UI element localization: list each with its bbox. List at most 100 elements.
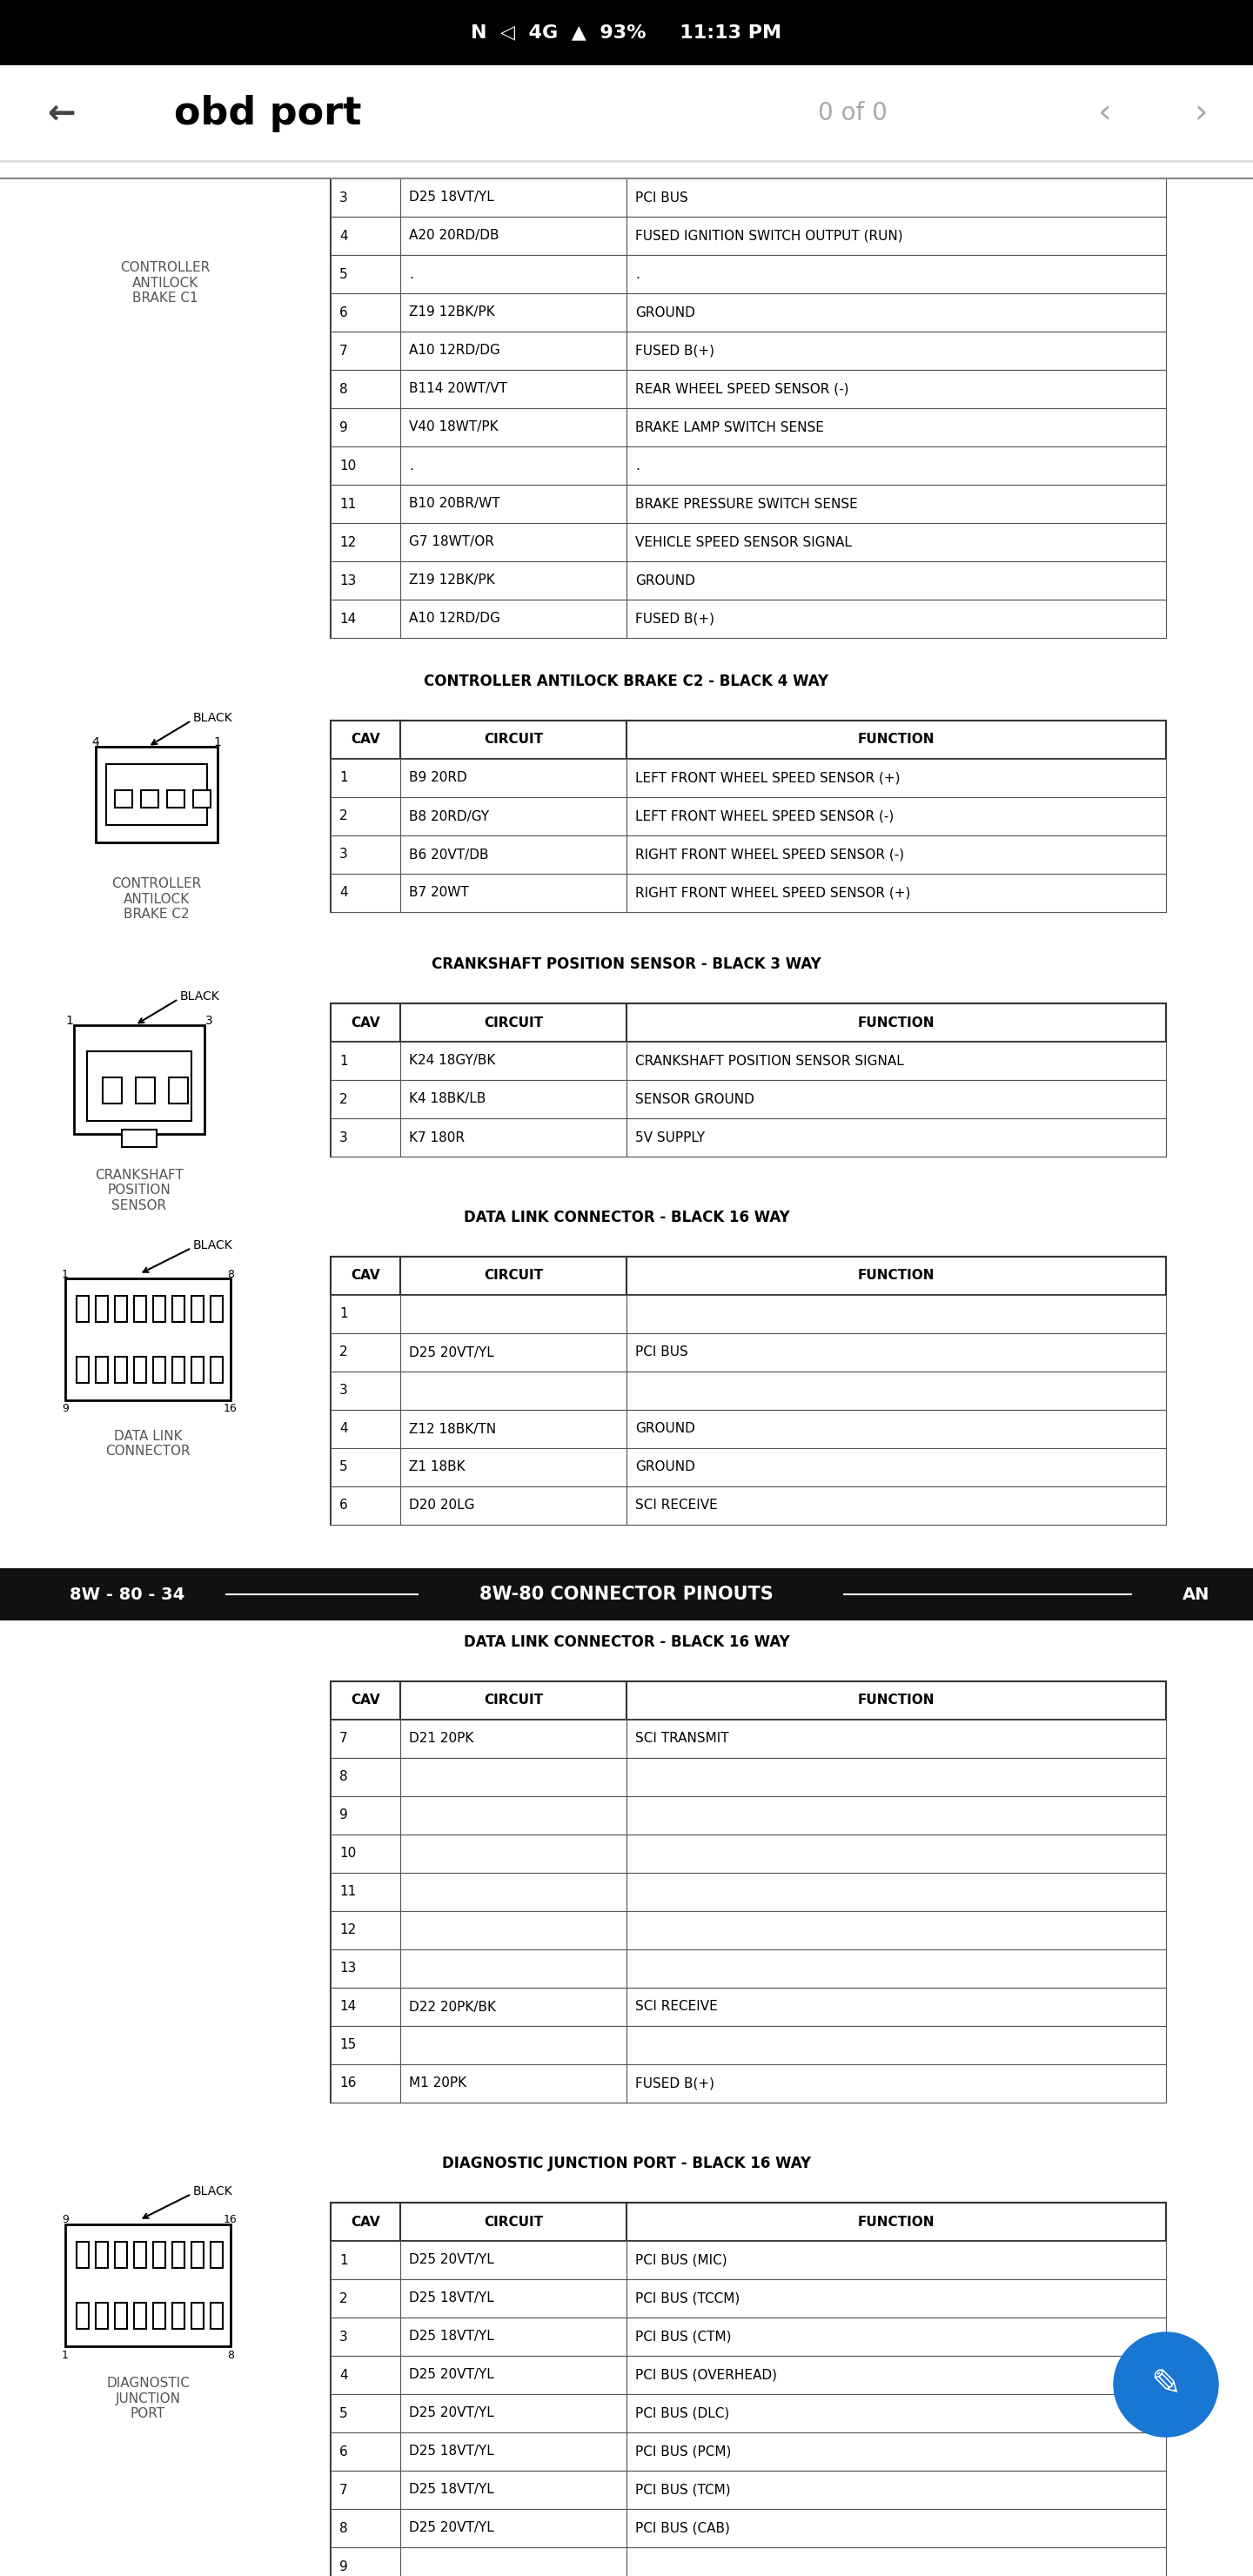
Bar xyxy=(400,1873,626,1911)
Bar xyxy=(331,294,400,332)
Bar xyxy=(122,1131,157,1146)
Bar xyxy=(626,1721,1167,1757)
Bar xyxy=(331,2318,400,2357)
Text: CRANKSHAFT POSITION SENSOR SIGNAL: CRANKSHAFT POSITION SENSOR SIGNAL xyxy=(635,1054,903,1066)
Bar xyxy=(211,2241,223,2267)
Text: CIRCUIT: CIRCUIT xyxy=(484,1270,543,1283)
Text: BLACK: BLACK xyxy=(193,1239,233,1252)
Bar xyxy=(211,1358,223,1383)
Bar xyxy=(626,1682,1167,1721)
Bar xyxy=(626,873,1167,912)
Text: CIRCUIT: CIRCUIT xyxy=(484,1695,543,1708)
Text: A10 12RD/DG: A10 12RD/DG xyxy=(408,345,500,358)
Bar xyxy=(153,2241,165,2267)
Bar xyxy=(400,332,626,371)
Bar xyxy=(140,791,158,809)
Bar xyxy=(331,1296,400,1334)
Bar xyxy=(626,1409,1167,1448)
Bar xyxy=(400,2280,626,2318)
Circle shape xyxy=(1114,2331,1218,2437)
Bar xyxy=(400,1448,626,1486)
Bar xyxy=(331,2063,400,2102)
Text: PCI BUS (MIC): PCI BUS (MIC) xyxy=(635,2254,727,2267)
Bar xyxy=(331,1950,400,1989)
Text: D20 20LG: D20 20LG xyxy=(408,1499,475,1512)
Bar xyxy=(331,2025,400,2063)
Bar xyxy=(331,1448,400,1486)
Bar xyxy=(95,2241,108,2267)
Text: 16: 16 xyxy=(224,2215,237,2226)
Bar xyxy=(192,2303,203,2329)
Bar xyxy=(400,1257,626,1296)
Text: 8: 8 xyxy=(340,1770,348,1783)
Bar xyxy=(626,1005,1167,1041)
Bar xyxy=(134,1358,147,1383)
Bar xyxy=(331,1370,400,1409)
Text: 6: 6 xyxy=(340,2445,348,2458)
Bar xyxy=(626,1834,1167,1873)
Bar xyxy=(331,446,400,484)
Bar xyxy=(331,1409,400,1448)
Text: 5: 5 xyxy=(340,1461,348,1473)
Bar xyxy=(400,2432,626,2470)
Text: 7: 7 xyxy=(340,345,348,358)
Text: B8 20RD/GY: B8 20RD/GY xyxy=(408,809,489,822)
Text: 12: 12 xyxy=(340,536,356,549)
Text: 5: 5 xyxy=(340,2406,348,2419)
Text: 1: 1 xyxy=(214,737,222,750)
Text: 8: 8 xyxy=(227,1267,234,1280)
Bar xyxy=(331,1757,400,1795)
Text: 1: 1 xyxy=(340,1054,348,1066)
Bar xyxy=(153,2303,165,2329)
Bar xyxy=(95,747,218,842)
Bar xyxy=(626,2063,1167,2102)
Bar xyxy=(626,216,1167,255)
Bar xyxy=(331,2202,400,2241)
Bar xyxy=(626,1950,1167,1989)
Text: 1: 1 xyxy=(340,770,348,786)
Bar xyxy=(331,1005,400,1041)
Bar xyxy=(211,2303,223,2329)
Text: GROUND: GROUND xyxy=(635,1461,695,1473)
Text: 8: 8 xyxy=(340,2522,348,2535)
Bar xyxy=(135,1077,155,1103)
Text: PCI BUS (TCCM): PCI BUS (TCCM) xyxy=(635,2293,739,2306)
Bar xyxy=(400,407,626,446)
Bar xyxy=(400,721,626,760)
Bar xyxy=(626,1989,1167,2025)
Text: PCI BUS: PCI BUS xyxy=(635,191,688,204)
Text: BLACK: BLACK xyxy=(180,989,221,1002)
Text: N  ◁  4G  ▲  93%     11:13 PM: N ◁ 4G ▲ 93% 11:13 PM xyxy=(471,23,782,41)
Text: D25 18VT/YL: D25 18VT/YL xyxy=(408,2445,494,2458)
Text: 9: 9 xyxy=(61,1404,69,1414)
Bar xyxy=(331,178,1167,639)
Bar xyxy=(331,600,400,639)
Text: ←: ← xyxy=(46,95,75,129)
Text: 3: 3 xyxy=(340,191,348,204)
Bar xyxy=(400,1005,626,1041)
Bar xyxy=(626,1911,1167,1950)
Text: CAV: CAV xyxy=(351,2215,380,2228)
Bar xyxy=(400,796,626,835)
Bar xyxy=(103,1077,122,1103)
Bar xyxy=(626,178,1167,216)
Text: ✎: ✎ xyxy=(1150,2367,1182,2403)
Text: 11: 11 xyxy=(340,1886,356,1899)
Text: PCI BUS (CAB): PCI BUS (CAB) xyxy=(635,2522,730,2535)
Text: 3: 3 xyxy=(340,1131,348,1144)
Bar xyxy=(95,1296,108,1321)
Bar xyxy=(626,796,1167,835)
Text: ‹: ‹ xyxy=(1099,95,1111,129)
Text: D25 20VT/YL: D25 20VT/YL xyxy=(408,2254,494,2267)
Bar xyxy=(626,835,1167,873)
Text: FUNCTION: FUNCTION xyxy=(858,734,935,747)
Text: .: . xyxy=(635,459,639,471)
Bar xyxy=(626,721,1167,760)
Text: CAV: CAV xyxy=(351,1695,380,1708)
Bar xyxy=(331,2509,400,2548)
Bar xyxy=(115,791,133,809)
Text: 6: 6 xyxy=(340,307,348,319)
Text: CIRCUIT: CIRCUIT xyxy=(484,1015,543,1028)
Bar xyxy=(331,216,400,255)
Bar xyxy=(400,446,626,484)
